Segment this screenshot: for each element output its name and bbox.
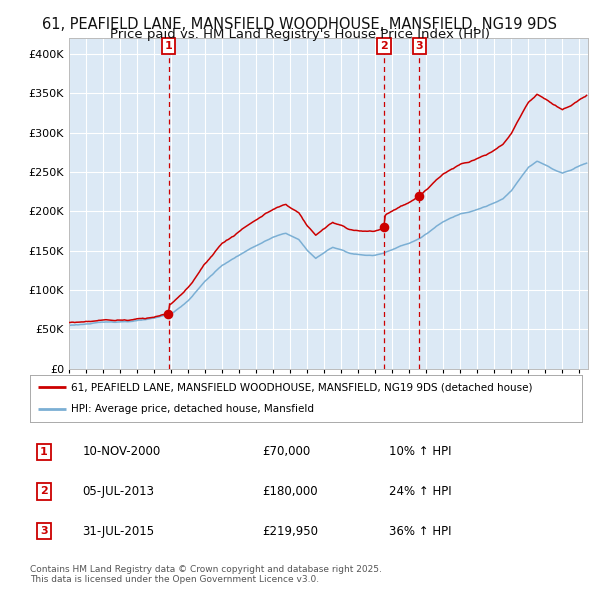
Text: 1: 1 (40, 447, 47, 457)
Point (415, 191, 424, 201)
Text: HPI: Average price, detached house, Mansfield: HPI: Average price, detached house, Mans… (71, 404, 314, 414)
Text: 05-JUL-2013: 05-JUL-2013 (82, 485, 154, 498)
Text: Contains HM Land Registry data © Crown copyright and database right 2025.
This d: Contains HM Land Registry data © Crown c… (30, 565, 382, 584)
Point (163, 309, 173, 319)
Text: 1: 1 (165, 41, 173, 51)
Text: 36% ↑ HPI: 36% ↑ HPI (389, 525, 451, 538)
Text: 24% ↑ HPI: 24% ↑ HPI (389, 485, 451, 498)
Text: 61, PEAFIELD LANE, MANSFIELD WOODHOUSE, MANSFIELD, NG19 9DS (detached house): 61, PEAFIELD LANE, MANSFIELD WOODHOUSE, … (71, 382, 533, 392)
Text: 2: 2 (380, 41, 388, 51)
Text: 3: 3 (415, 41, 423, 51)
Text: 10-NOV-2000: 10-NOV-2000 (82, 445, 161, 458)
Text: £180,000: £180,000 (262, 485, 317, 498)
Text: 61, PEAFIELD LANE, MANSFIELD WOODHOUSE, MANSFIELD, NG19 9DS: 61, PEAFIELD LANE, MANSFIELD WOODHOUSE, … (43, 17, 557, 31)
Text: 2: 2 (40, 487, 47, 496)
Text: £70,000: £70,000 (262, 445, 310, 458)
Text: £219,950: £219,950 (262, 525, 318, 538)
Point (379, 222, 389, 232)
Text: 31-JUL-2015: 31-JUL-2015 (82, 525, 155, 538)
Text: 3: 3 (40, 526, 47, 536)
Text: 10% ↑ HPI: 10% ↑ HPI (389, 445, 451, 458)
Text: Price paid vs. HM Land Registry's House Price Index (HPI): Price paid vs. HM Land Registry's House … (110, 28, 490, 41)
